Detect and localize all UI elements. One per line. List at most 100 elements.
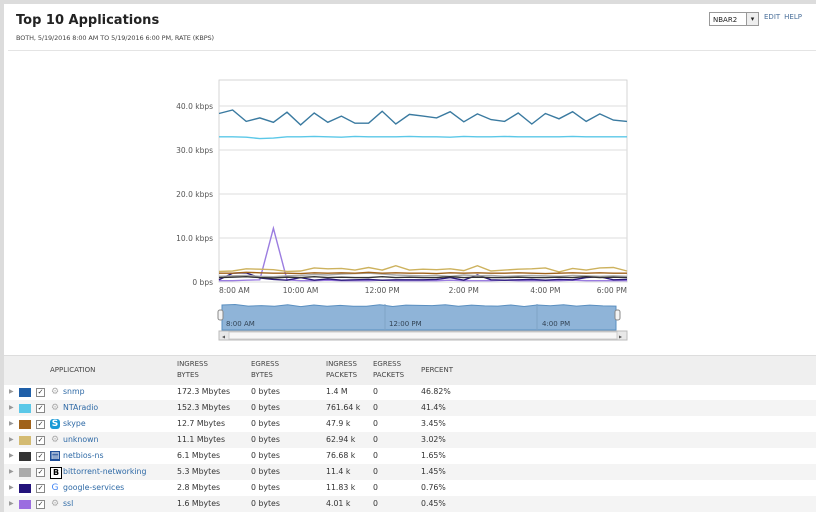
ingress-packets: 1.4 M <box>326 387 348 396</box>
ibm-icon: ▤ <box>50 451 60 461</box>
expand-arrow-icon[interactable]: ▶ <box>9 484 14 491</box>
application-link[interactable]: ssl <box>63 499 74 508</box>
navigator-tick-label: 8:00 AM <box>226 320 255 328</box>
egress-bytes: 0 bytes <box>251 451 280 460</box>
expand-arrow-icon[interactable]: ▶ <box>9 404 14 411</box>
percent: 41.4% <box>421 403 446 412</box>
navigator-tick-label: 12:00 PM <box>389 320 422 328</box>
egress-packets: 0 <box>373 387 378 396</box>
series-checkbox[interactable]: ✓ <box>36 404 45 413</box>
table-row: ▶ ✓ B bittorrent-networking 5.3 Mbytes 0… <box>4 464 816 480</box>
series-checkbox[interactable]: ✓ <box>36 500 45 509</box>
ingress-bytes: 11.1 Mbytes <box>177 435 226 444</box>
table-row: ▶ ✓ ⚙ ssl 1.6 Mbytes 0 bytes 4.01 k 0 0.… <box>4 496 816 512</box>
traffic-chart: 0 bps 10.0 kbps 20.0 kbps 30.0 kbps 40.0 kbp… <box>176 79 628 341</box>
help-link[interactable]: HELP <box>784 13 802 21</box>
egress-packets: 0 <box>373 483 378 492</box>
series-checkbox[interactable]: ✓ <box>36 436 45 445</box>
ingress-packets: 11.4 k <box>326 467 351 476</box>
ingress-bytes: 1.6 Mbytes <box>177 499 221 508</box>
series-color-swatch <box>19 484 31 493</box>
percent: 1.65% <box>421 451 446 460</box>
percent: 0.76% <box>421 483 446 492</box>
egress-bytes: 0 bytes <box>251 499 280 508</box>
header-egress-packets[interactable]: EGRESS PACKETS <box>373 360 405 379</box>
expand-arrow-icon[interactable]: ▶ <box>9 436 14 443</box>
expand-arrow-icon[interactable]: ▶ <box>9 500 14 507</box>
edit-link[interactable]: EDIT <box>764 13 781 21</box>
expand-arrow-icon[interactable]: ▶ <box>9 468 14 475</box>
percent: 46.82% <box>421 387 451 396</box>
select-value: NBAR2 <box>713 16 738 24</box>
application-link[interactable]: google-services <box>63 483 125 492</box>
application-link[interactable]: NTAradio <box>63 403 99 412</box>
y-tick-label: 0 bps <box>192 278 213 287</box>
expand-arrow-icon[interactable]: ▶ <box>9 388 14 395</box>
gear-icon: ⚙ <box>50 403 60 413</box>
table-header: APPLICATION INGRESS BYTES EGRESS BYTES ING… <box>4 355 816 385</box>
series-checkbox[interactable]: ✓ <box>36 468 45 477</box>
egress-packets: 0 <box>373 467 378 476</box>
x-tick-label: 4:00 PM <box>530 286 560 295</box>
chevron-down-icon: ▾ <box>746 13 758 25</box>
egress-packets: 0 <box>373 403 378 412</box>
series-color-swatch <box>19 388 31 397</box>
table-row: ▶ ✓ ⚙ snmp 172.3 Mbytes 0 bytes 1.4 M 0 … <box>4 384 816 400</box>
header-application[interactable]: APPLICATION <box>50 366 96 374</box>
ingress-bytes: 6.1 Mbytes <box>177 451 221 460</box>
ingress-packets: 47.9 k <box>326 419 351 428</box>
series-line-skype <box>219 271 627 275</box>
percent: 1.45% <box>421 467 446 476</box>
header-percent[interactable]: PERCENT <box>421 366 453 374</box>
classification-select[interactable]: NBAR2 ▾ <box>709 12 759 26</box>
series-color-swatch <box>19 468 31 477</box>
percent: 0.45% <box>421 499 446 508</box>
series-checkbox[interactable]: ✓ <box>36 452 45 461</box>
egress-bytes: 0 bytes <box>251 435 280 444</box>
egress-packets: 0 <box>373 435 378 444</box>
navigator-area[interactable] <box>221 303 617 331</box>
egress-packets: 0 <box>373 499 378 508</box>
ingress-bytes: 12.7 Mbytes <box>177 419 226 428</box>
navigator-handle[interactable] <box>614 309 621 321</box>
scroll-right-icon[interactable]: ▸ <box>619 334 622 341</box>
header-ingress-bytes[interactable]: INGRESS BYTES <box>177 360 208 379</box>
ingress-bytes: 5.3 Mbytes <box>177 467 221 476</box>
series-line-snmp <box>218 109 628 126</box>
expand-arrow-icon[interactable]: ▶ <box>9 452 14 459</box>
application-link[interactable]: bittorrent-networking <box>63 467 147 476</box>
expand-arrow-icon[interactable]: ▶ <box>9 420 14 427</box>
series-line-unknown <box>218 264 628 273</box>
series-checkbox[interactable]: ✓ <box>36 420 45 429</box>
x-tick-label: 8:00 AM <box>219 286 250 295</box>
gear-icon: ⚙ <box>50 435 60 445</box>
egress-bytes: 0 bytes <box>251 467 280 476</box>
header-ingress-packets[interactable]: INGRESS PACKETS <box>326 360 358 379</box>
ingress-packets: 4.01 k <box>326 499 351 508</box>
scrollbar-thumb[interactable] <box>228 331 618 340</box>
google-icon: G <box>51 483 59 493</box>
application-link[interactable]: snmp <box>63 387 85 396</box>
panel-title: Top 10 Applications <box>16 13 160 28</box>
scroll-left-icon[interactable]: ◂ <box>222 334 225 341</box>
table-row: ▶ ✓ G google-services 2.8 Mbytes 0 bytes… <box>4 480 816 496</box>
egress-bytes: 0 bytes <box>251 483 280 492</box>
series-line-netbios-ns <box>218 275 628 279</box>
table-row: ▶ ✓ S skype 12.7 Mbytes 0 bytes 47.9 k 0… <box>4 416 816 432</box>
table-row: ▶ ✓ ⚙ unknown 11.1 Mbytes 0 bytes 62.94 … <box>4 432 816 448</box>
x-tick-label: 10:00 AM <box>283 286 319 295</box>
y-tick-label: 30.0 kbps <box>176 146 213 155</box>
series-checkbox[interactable]: ✓ <box>36 388 45 397</box>
application-link[interactable]: netbios-ns <box>63 451 104 460</box>
navigator-handle[interactable] <box>217 309 224 321</box>
skype-icon: S <box>50 419 60 429</box>
series-color-swatch <box>19 404 31 413</box>
x-tick-label: 2:00 PM <box>449 286 479 295</box>
table-row: ▶ ✓ ⚙ NTAradio 152.3 Mbytes 0 bytes 761.… <box>4 400 816 416</box>
percent: 3.45% <box>421 419 446 428</box>
application-link[interactable]: skype <box>63 419 86 428</box>
application-link[interactable]: unknown <box>63 435 99 444</box>
bittorrent-icon: B <box>50 467 62 479</box>
series-checkbox[interactable]: ✓ <box>36 484 45 493</box>
header-egress-bytes[interactable]: EGRESS BYTES <box>251 360 280 379</box>
